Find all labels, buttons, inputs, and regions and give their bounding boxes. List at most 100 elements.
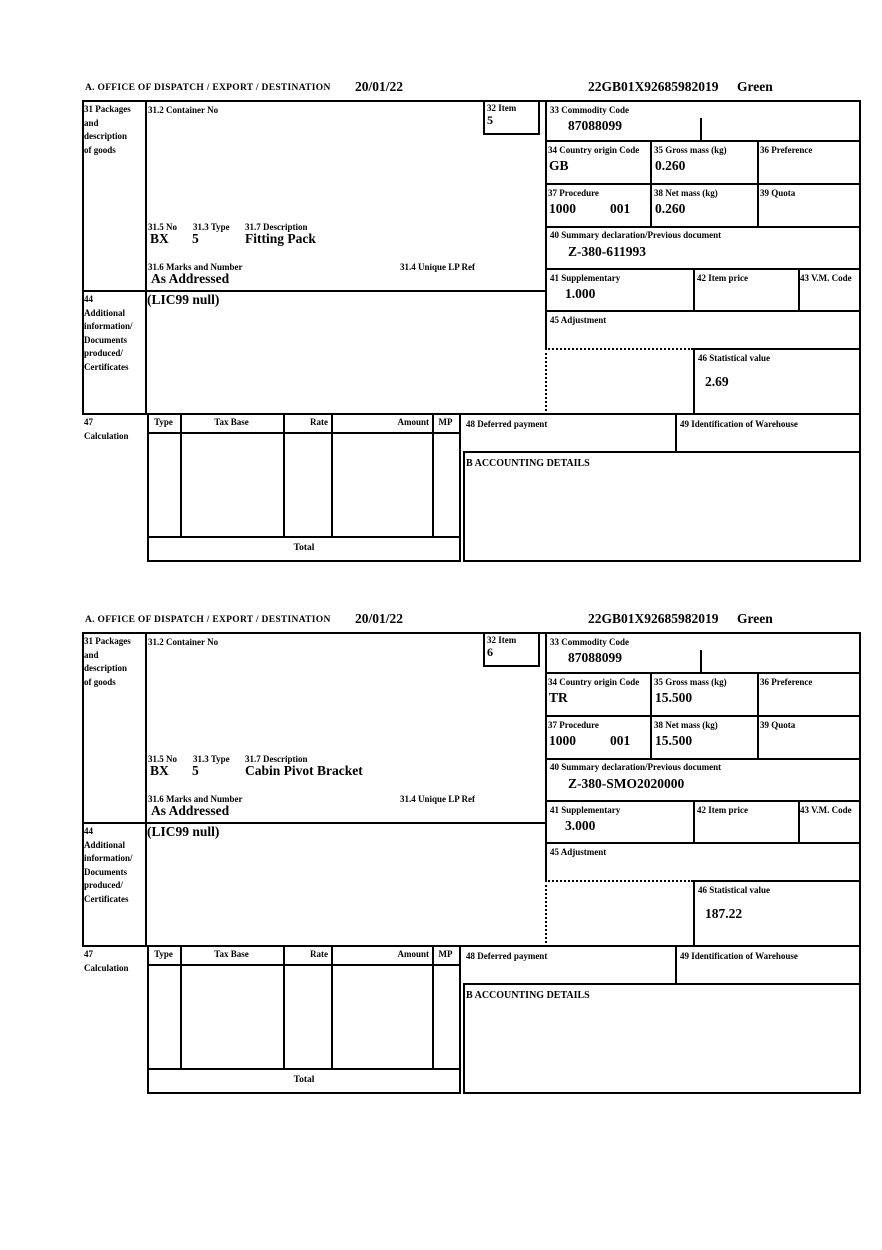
dotted-grid-line (545, 880, 547, 947)
net-mass-label: 38 Net mass (kg) (654, 188, 718, 198)
grid-line (545, 800, 861, 802)
grid-line (545, 715, 861, 717)
vm-code-label: 43 V.M. Code (800, 273, 852, 283)
col-rate-header: Rate (310, 417, 328, 427)
marks-label: 31.6 Marks and Number (148, 262, 243, 272)
col-type-header: Type (154, 417, 173, 427)
grid-line (432, 415, 434, 536)
supplementary-label: 41 Supplementary (550, 805, 621, 815)
item-price-label: 42 Item price (697, 273, 748, 283)
unique-lp-ref-label: 31.4 Unique LP Ref (400, 262, 476, 272)
office-of-dispatch-label: A. OFFICE OF DISPATCH / EXPORT / DESTINA… (85, 615, 331, 625)
accounting-details-label: B ACCOUNTING DETAILS (466, 458, 590, 469)
gross-mass-value: 15.500 (655, 690, 693, 705)
summary-declaration-label: 40 Summary declaration/Previous document (550, 230, 722, 240)
grid-line (82, 413, 861, 415)
adjustment-label: 45 Adjustment (550, 847, 607, 857)
procedure-extra-value: 001 (610, 201, 631, 216)
item-label: 32 Item (487, 103, 517, 113)
grid-line (693, 800, 695, 844)
deferred-payment-label: 48 Deferred payment (466, 419, 548, 429)
grid-line (145, 632, 147, 947)
grid-line (693, 880, 695, 947)
goods-description-value: Fitting Pack (245, 231, 316, 246)
package-no-label: 31.5 No (148, 222, 177, 232)
procedure-label: 37 Procedure (548, 188, 599, 198)
grid-line (545, 632, 547, 882)
marks-value: As Addressed (151, 803, 230, 818)
movement-reference-number: 22GB01X92685982019 (588, 79, 719, 94)
sad-item-form: A. OFFICE OF DISPATCH / EXPORT / DESTINA… (0, 610, 882, 1120)
col-mp-header: MP (438, 417, 453, 427)
country-origin-label: 34 Country origin Code (548, 677, 640, 687)
grid-line (675, 947, 677, 985)
grid-line (283, 947, 285, 1068)
quota-label: 39 Quota (760, 188, 796, 198)
grid-line (82, 632, 861, 634)
goods-description-value: Cabin Pivot Bracket (245, 763, 363, 778)
box47-calculation-label: 47 Calculation (84, 949, 129, 973)
col-mp-header: MP (438, 949, 453, 959)
procedure-value: 1000 (549, 733, 576, 748)
accounting-details-box (463, 451, 861, 562)
box44-additional-info-label: 44 Additional information/ Documents pro… (84, 294, 133, 372)
procedure-value: 1000 (549, 201, 576, 216)
summary-declaration-label: 40 Summary declaration/Previous document (550, 762, 722, 772)
summary-declaration-value: Z-380-SMO2020000 (568, 776, 685, 791)
grid-line (798, 268, 800, 312)
preference-label: 36 Preference (760, 145, 813, 155)
net-mass-value: 0.260 (655, 201, 686, 216)
item-price-label: 42 Item price (697, 805, 748, 815)
grid-line (147, 432, 461, 434)
grid-line (545, 226, 861, 228)
net-mass-value: 15.500 (655, 733, 693, 748)
grid-line (180, 415, 182, 536)
item-label: 32 Item (487, 635, 517, 645)
warehouse-id-label: 49 Identification of Warehouse (680, 419, 798, 429)
col-tax-base-header: Tax Base (214, 949, 249, 959)
col-tax-base-header: Tax Base (214, 417, 249, 427)
box44-additional-info-label: 44 Additional information/ Documents pro… (84, 826, 133, 904)
net-mass-label: 38 Net mass (kg) (654, 720, 718, 730)
grid-line (82, 290, 547, 292)
container-no-label: 31.2 Container No (148, 637, 219, 647)
grid-line (283, 415, 285, 536)
grid-line (331, 415, 333, 536)
grid-line (545, 842, 861, 844)
supplementary-value: 1.000 (565, 286, 596, 301)
summary-declaration-value: Z-380-611993 (568, 244, 647, 259)
marks-value: As Addressed (151, 271, 230, 286)
grid-line (331, 947, 333, 1068)
grid-line (82, 945, 861, 947)
item-number-box (483, 100, 540, 135)
grid-line (675, 415, 677, 453)
commodity-code-separator-line (700, 650, 702, 674)
country-origin-value: TR (549, 690, 568, 705)
description-label: 31.7 Description (245, 222, 308, 232)
col-rate-header: Rate (310, 949, 328, 959)
grid-line (180, 947, 182, 1068)
accounting-details-box (463, 983, 861, 1094)
supplementary-label: 41 Supplementary (550, 273, 621, 283)
commodity-code-value: 87088099 (568, 650, 622, 665)
gross-mass-label: 35 Gross mass (kg) (654, 677, 727, 687)
calculation-total-row: Total (147, 538, 461, 562)
grid-line (545, 758, 861, 760)
calculation-total-row: Total (147, 1070, 461, 1094)
grid-line (545, 310, 861, 312)
statistical-value-value: 187.22 (705, 906, 743, 921)
grid-line (459, 415, 461, 538)
grid-line (693, 268, 695, 312)
routing-status: Green (737, 79, 773, 94)
declaration-date: 20/01/22 (355, 79, 404, 94)
grid-line (757, 140, 759, 228)
grid-line (650, 140, 652, 228)
package-type-label: 31.3 Type (193, 222, 230, 232)
grid-line (147, 964, 461, 966)
grid-line (693, 880, 861, 882)
col-type-header: Type (154, 949, 173, 959)
grid-line (147, 947, 149, 1070)
dotted-grid-line (545, 348, 693, 350)
grid-line (757, 672, 759, 760)
